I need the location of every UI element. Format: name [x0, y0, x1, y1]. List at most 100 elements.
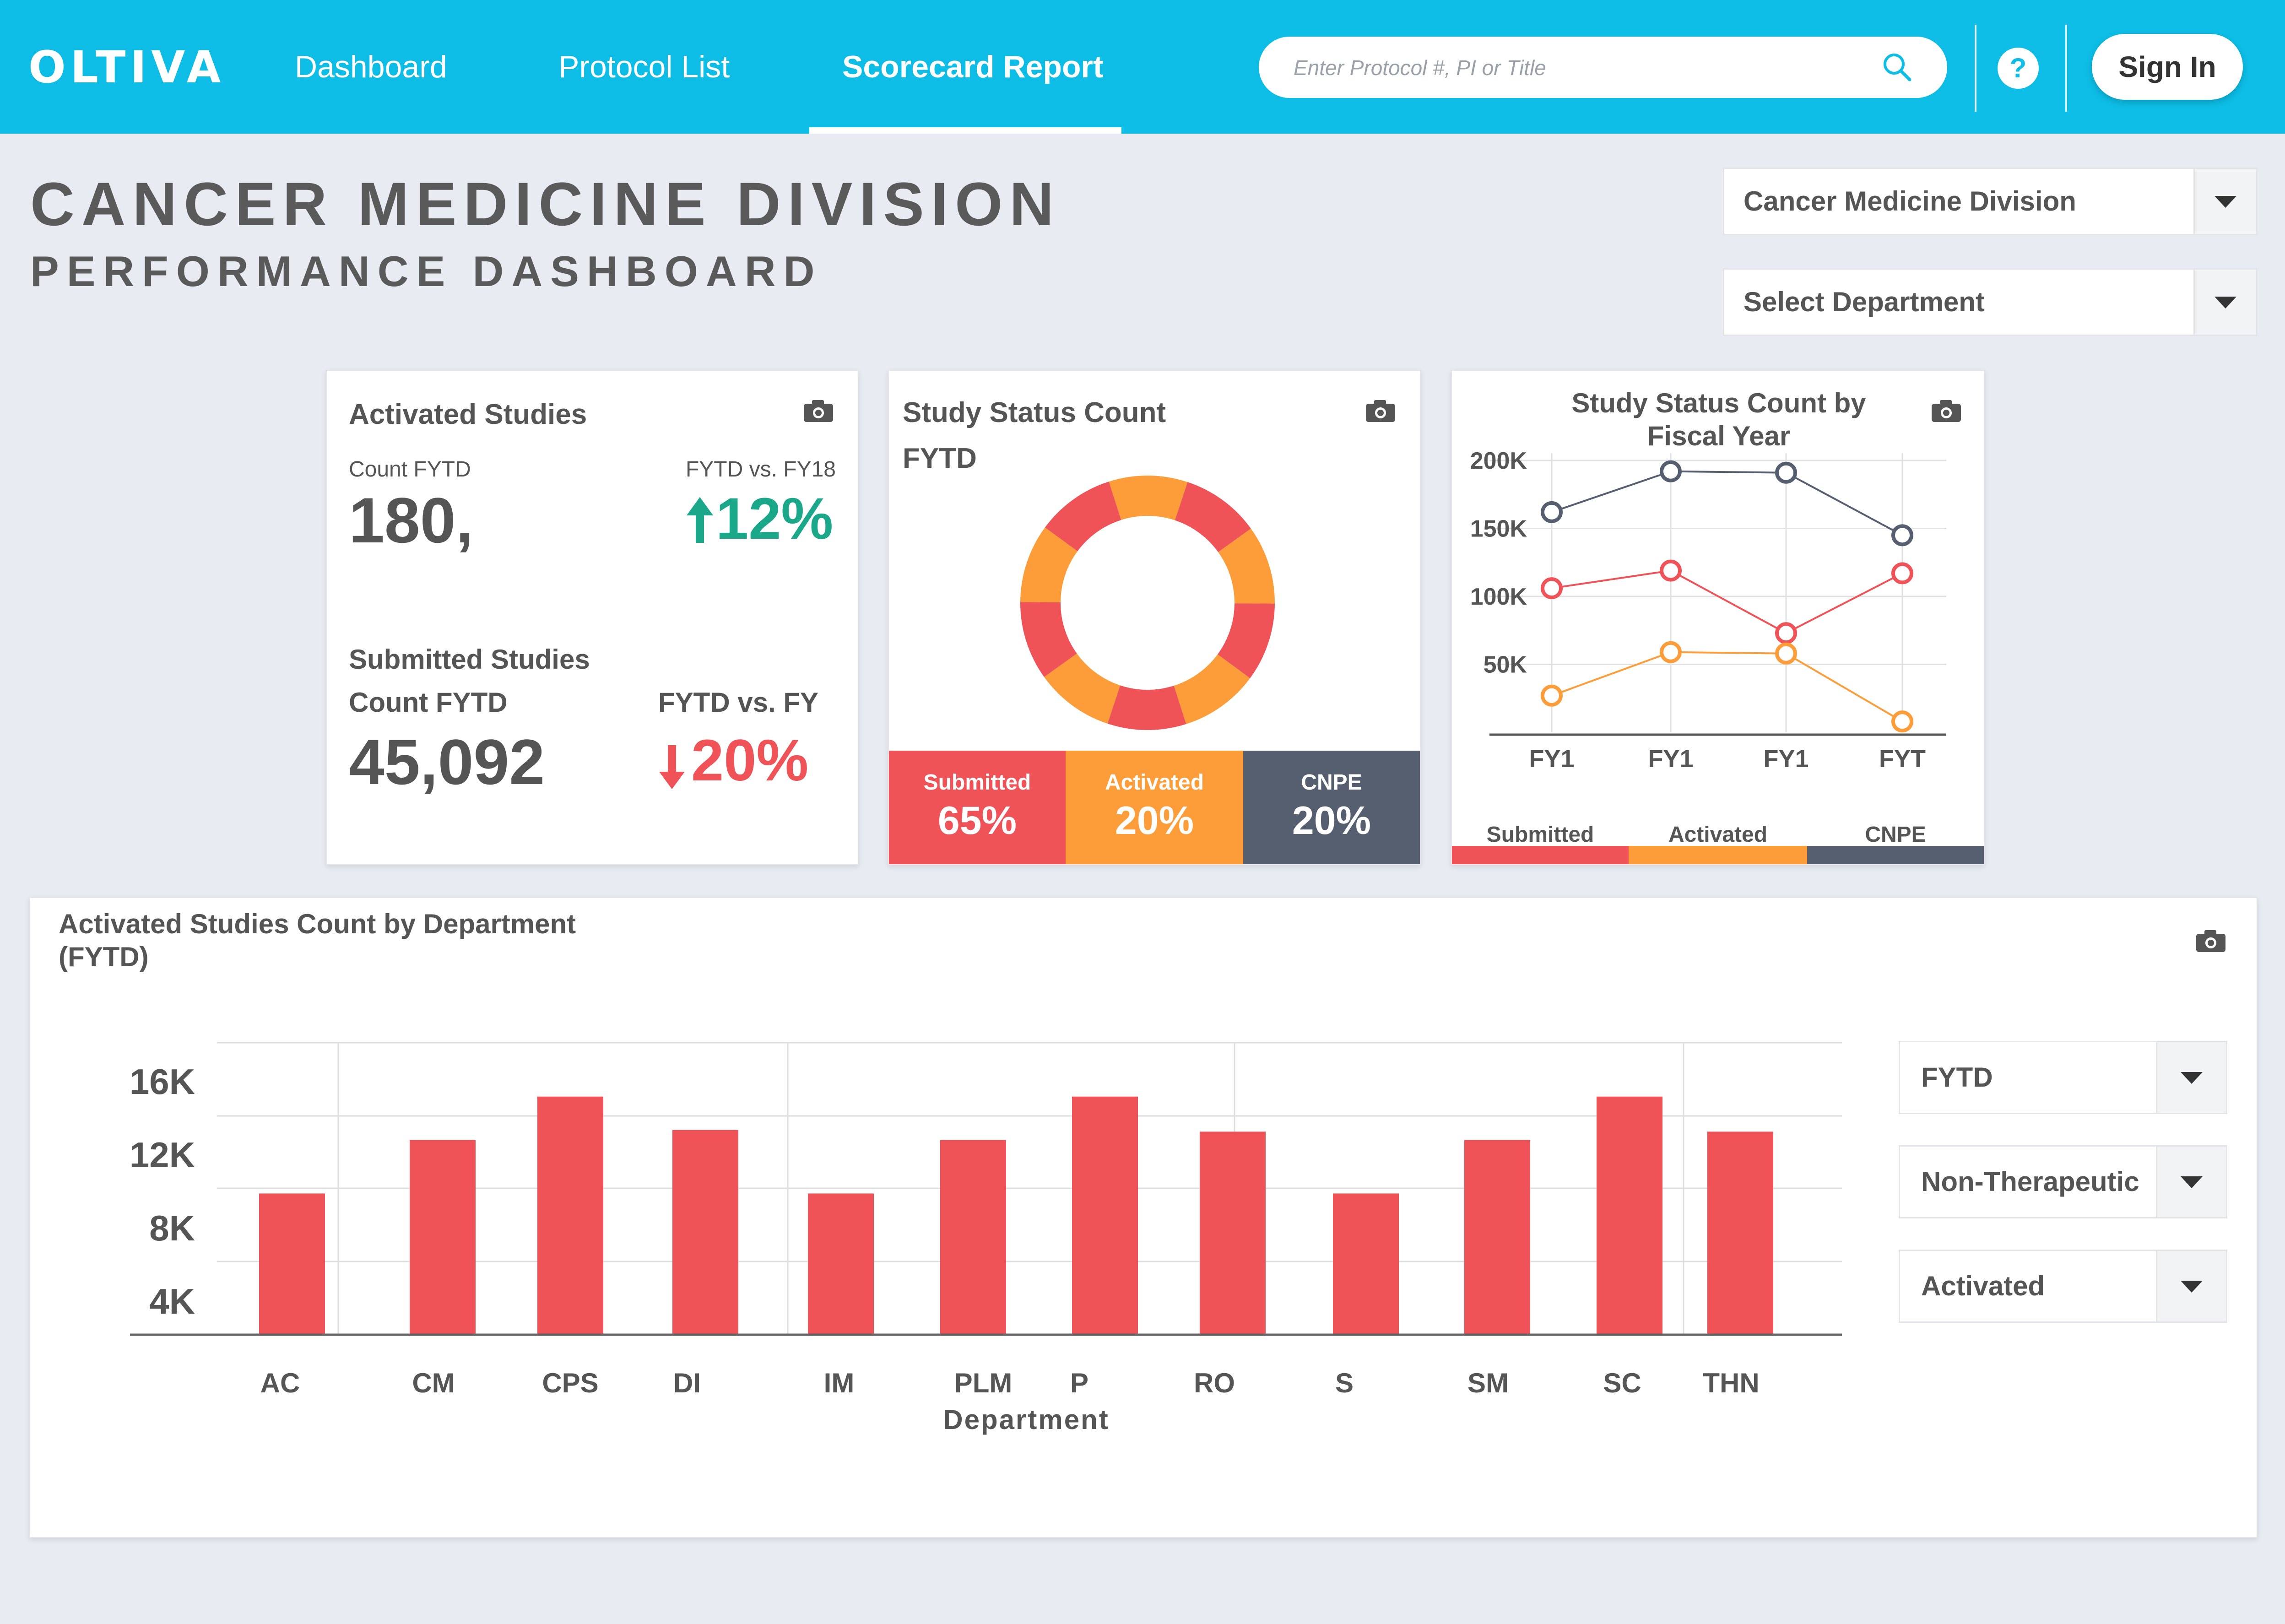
- data-point: [1660, 559, 1682, 582]
- donut-slice: [1175, 482, 1251, 552]
- x-tick-label: FY1: [1648, 745, 1693, 773]
- y-tick-label: 50K: [1484, 652, 1527, 678]
- y-tick-label: 4K: [149, 1281, 195, 1321]
- legend-label: CNPE: [1865, 823, 1926, 847]
- legend-label: CNPE: [1301, 770, 1362, 795]
- data-point: [1891, 562, 1913, 585]
- bar: [410, 1140, 476, 1334]
- fiscal-year-line-chart: 200K 150K 100K 50K FY1 FY1 FY1 FYT: [1470, 448, 1946, 773]
- camera-icon[interactable]: [2195, 929, 2226, 955]
- legend-activated: Activated 20%: [1066, 751, 1243, 864]
- series-line: [1551, 470, 1903, 536]
- data-point: [1660, 460, 1682, 482]
- x-tick-label: SC: [1603, 1368, 1641, 1398]
- x-tick-label: FYT: [1879, 745, 1926, 773]
- line-legend: Submitted Activated CNPE: [1452, 814, 1984, 864]
- x-tick-label: CPS: [542, 1368, 598, 1398]
- submitted-count-label: Count FYTD: [349, 687, 508, 718]
- data-point: [1775, 622, 1797, 644]
- study-type-select[interactable]: Non-Therapeutic: [1899, 1145, 2227, 1218]
- x-tick-label: DI: [673, 1368, 701, 1398]
- arrow-up-icon: [687, 497, 713, 545]
- division-select[interactable]: Cancer Medicine Division: [1723, 168, 2258, 235]
- compare-value: 12%: [716, 486, 834, 552]
- chevron-down-icon[interactable]: [2193, 270, 2256, 335]
- submitted-title: Submitted Studies: [349, 644, 590, 675]
- bar: [259, 1193, 325, 1334]
- legend-submitted: Submitted 65%: [889, 751, 1066, 864]
- x-tick-label: FY1: [1529, 745, 1574, 773]
- sign-in-button[interactable]: Sign In: [2092, 34, 2243, 100]
- bar: [808, 1193, 874, 1334]
- legend-label: Submitted: [923, 770, 1031, 795]
- division-select-value: Cancer Medicine Division: [1744, 186, 2076, 217]
- camera-icon[interactable]: [1931, 399, 1962, 425]
- bar: [537, 1096, 603, 1334]
- page-title: CANCER MEDICINE DIVISION: [30, 170, 1061, 238]
- search-box[interactable]: [1259, 37, 1947, 98]
- x-tick-label: P: [1070, 1368, 1088, 1398]
- y-tick-label: 200K: [1470, 448, 1527, 474]
- study-type-select-value: Non-Therapeutic: [1921, 1166, 2139, 1197]
- donut-slice: [1045, 482, 1121, 552]
- camera-icon[interactable]: [1365, 399, 1396, 425]
- department-select-value: Select Department: [1744, 287, 1985, 317]
- status-donut-chart: [1020, 476, 1275, 730]
- chevron-down-icon[interactable]: [2156, 1147, 2226, 1217]
- department-bar-card: Activated Studies Count by Department (F…: [29, 897, 2258, 1538]
- department-bar-chart: 16K 12K 8K 4K AC CM CPS DI IM PLM P RO S SM SC THN Depar…: [130, 1042, 1842, 1435]
- x-tick-label: FY1: [1763, 745, 1809, 773]
- card-title-line2: Fiscal Year: [1647, 421, 1791, 451]
- data-point: [1660, 641, 1682, 663]
- department-select[interactable]: Select Department: [1723, 268, 2258, 336]
- card-subtitle: FYTD: [903, 443, 977, 474]
- x-tick-label: RO: [1194, 1368, 1235, 1398]
- nav-scorecard-report[interactable]: Scorecard Report: [842, 49, 1104, 84]
- bar: [1200, 1131, 1266, 1334]
- nav-dashboard[interactable]: Dashboard: [295, 49, 447, 84]
- card-title: Study Status Count: [903, 397, 1166, 428]
- chevron-down-icon[interactable]: [2156, 1251, 2226, 1321]
- y-tick-label: 12K: [130, 1135, 195, 1175]
- donut-slice: [1109, 476, 1188, 520]
- nav-protocol-list[interactable]: Protocol List: [558, 49, 730, 84]
- active-tab-indicator: [809, 127, 1121, 134]
- search-icon[interactable]: [1881, 51, 1913, 86]
- page-subtitle: PERFORMANCE DASHBOARD: [30, 247, 823, 295]
- period-select[interactable]: FYTD: [1899, 1041, 2227, 1114]
- help-icon[interactable]: ?: [1998, 48, 2039, 89]
- card-title: Activated Studies: [349, 399, 587, 430]
- data-point: [1891, 524, 1913, 547]
- y-tick-label: 100K: [1470, 584, 1527, 610]
- search-input[interactable]: [1293, 46, 1880, 90]
- legend-value: 20%: [1115, 799, 1194, 843]
- compare-label: FYTD vs. FY18: [685, 457, 836, 482]
- legend-swatch-activated: [1629, 846, 1807, 864]
- y-tick-label: 8K: [149, 1208, 195, 1248]
- bar: [1707, 1131, 1773, 1334]
- logo[interactable]: OLTIVA: [28, 42, 226, 93]
- donut-slice: [1218, 603, 1275, 678]
- donut-slice: [1218, 528, 1275, 604]
- x-tick-label: IM: [824, 1368, 855, 1398]
- donut-slice: [1044, 653, 1121, 724]
- data-point: [1541, 501, 1563, 523]
- data-point: [1891, 710, 1913, 733]
- activated-studies-card: Activated Studies Count FYTD 180, FYTD v…: [326, 370, 859, 865]
- series-line: [1551, 569, 1903, 634]
- submitted-count-value: 45,092: [349, 726, 545, 798]
- chevron-down-icon[interactable]: [2156, 1042, 2226, 1113]
- y-tick-label: 150K: [1470, 516, 1527, 542]
- fiscal-year-card: Study Status Count by Fiscal Year 200K 15…: [1451, 370, 1985, 865]
- bar: [1072, 1096, 1138, 1334]
- bar: [1464, 1140, 1530, 1334]
- arrow-down-icon: [659, 745, 685, 791]
- chevron-down-icon[interactable]: [2193, 169, 2256, 234]
- legend-swatch-cnpe: [1807, 846, 1984, 864]
- legend-label: Submitted: [1486, 823, 1594, 847]
- status-legend: Submitted 65% Activated 20% CNPE 20%: [889, 751, 1420, 864]
- status-select[interactable]: Activated: [1899, 1250, 2227, 1323]
- legend-value: 65%: [937, 799, 1017, 843]
- camera-icon[interactable]: [803, 399, 834, 425]
- submitted-compare-label: FYTD vs. FY: [658, 687, 819, 718]
